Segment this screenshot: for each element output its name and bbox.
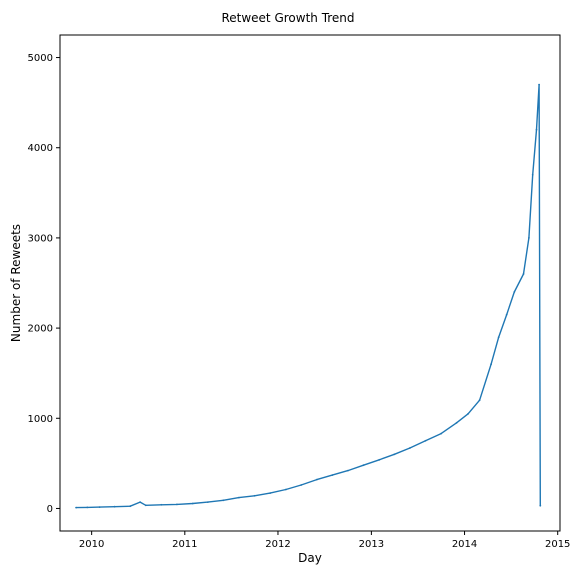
data-point: [490, 363, 492, 366]
data-point: [139, 501, 142, 503]
data-point: [455, 421, 458, 424]
y-tick-label: 3000: [28, 233, 53, 244]
data-point: [75, 506, 77, 509]
data-point: [238, 496, 240, 499]
data-point: [467, 412, 469, 415]
series-line: [76, 83, 541, 509]
y-tick-label: 2000: [28, 324, 53, 335]
data-point: [222, 499, 225, 502]
chart-title: Retweet Growth Trend: [221, 11, 354, 25]
y-tick-label: 5000: [28, 53, 53, 64]
data-point: [505, 313, 508, 316]
data-point: [440, 432, 442, 435]
y-tick-label: 1000: [28, 414, 53, 425]
data-point: [424, 439, 427, 442]
data-point: [535, 128, 538, 131]
data-point: [347, 469, 349, 472]
x-tick-label: 2015: [545, 539, 570, 550]
x-tick-label: 2011: [172, 539, 197, 550]
data-point: [144, 504, 147, 507]
y-axis-label: Number of Reweets: [9, 224, 23, 342]
data-point: [300, 484, 303, 486]
y-axis: 0 1000 2000 3000 4000 5000: [28, 53, 60, 515]
data-point: [478, 399, 481, 402]
data-point: [528, 237, 530, 239]
data-point: [393, 453, 396, 456]
x-tick-label: 2014: [452, 539, 477, 550]
data-point: [378, 458, 381, 461]
x-tick-label: 2013: [359, 539, 384, 550]
y-tick-label: 4000: [28, 143, 53, 154]
data-point: [206, 501, 209, 503]
data-point: [98, 506, 101, 508]
data-point: [176, 503, 178, 506]
data-point: [331, 474, 334, 476]
data-point: [191, 502, 194, 505]
x-axis-label: Day: [298, 551, 322, 565]
data-point: [253, 494, 256, 497]
data-point: [269, 492, 271, 494]
x-tick-label: 2010: [79, 539, 104, 550]
data-point: [113, 505, 116, 508]
data-point: [531, 173, 534, 176]
data-point: [315, 478, 318, 481]
data-point: [160, 503, 163, 506]
data-point: [538, 83, 540, 86]
y-tick-label: 0: [47, 504, 53, 515]
x-tick-label: 2012: [265, 539, 290, 550]
data-point: [362, 464, 365, 467]
data-point: [129, 505, 132, 508]
series-layer: [75, 83, 542, 509]
plot-area: [59, 34, 561, 532]
data-point: [409, 447, 411, 449]
data-point: [513, 291, 516, 293]
data-point: [497, 336, 500, 338]
data-point: [522, 273, 525, 275]
x-axis: 2010 2011 2012 2013 2014 2015: [79, 531, 570, 550]
data-point: [285, 488, 287, 491]
data-point: [86, 506, 89, 509]
data-point: [539, 504, 542, 507]
